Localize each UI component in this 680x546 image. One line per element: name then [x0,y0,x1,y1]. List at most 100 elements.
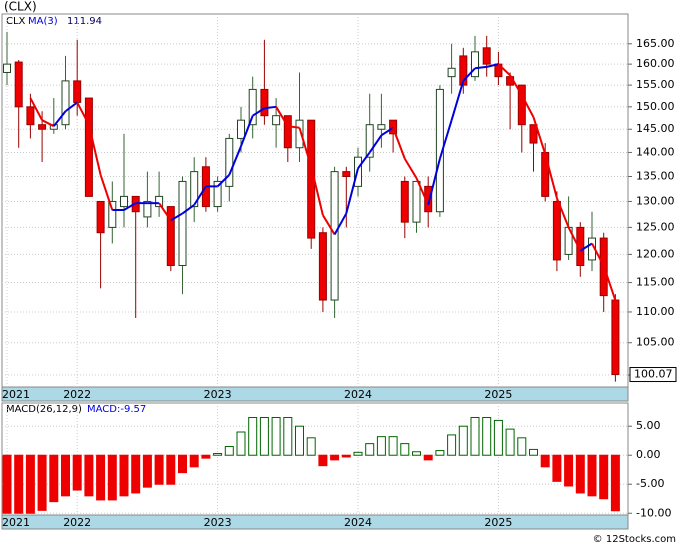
ma-line [520,94,535,118]
candle-body [108,200,117,228]
macd-bar [353,451,363,456]
macd-bar [470,417,480,456]
macd-last: MACD:-9.57 [87,404,146,415]
year-band [1,514,629,530]
ma-line [438,119,453,160]
macd-bar [49,454,59,503]
x-tick-label: 2024 [344,388,372,401]
ma-line [87,124,102,176]
macd-bar [72,454,82,491]
ma-line [99,174,114,211]
legend-ma: MA(3) [28,16,58,27]
macd-bar [376,436,386,456]
candle-body [120,195,128,208]
candle-body [190,171,199,208]
ma-line [170,212,184,222]
candle-body [213,180,222,208]
macd-bar [388,436,398,456]
ma-line [181,204,195,215]
candle-body [272,115,281,126]
candle-body [73,80,82,103]
macd-bar [119,454,129,497]
y-tick-label: 0.00 [636,448,661,461]
macd-bar [458,425,468,456]
candle-body [611,299,620,376]
candle-body [459,55,468,86]
macd-bar [224,446,234,456]
ma-line [76,101,90,126]
ma-line [333,212,348,235]
y-tick-label: 125.00 [636,220,675,233]
ma-line [415,177,430,206]
ma-line [392,127,406,160]
macd-bar [400,443,410,456]
candle-body [529,124,538,144]
ma-line [252,107,265,117]
x-tick-label: 2021 [2,516,30,529]
ma-line [403,158,418,179]
candle-body [260,88,269,117]
y-tick-label: 130.00 [636,194,675,207]
y-tick-label: 5.00 [636,419,661,432]
macd-bar [493,419,503,456]
macd-bar [236,431,246,456]
legend-symbol: CLX [6,16,26,27]
y-tick-label: 110.00 [636,305,675,318]
y-tick-label: 160.00 [636,57,675,70]
macd-bar [178,454,187,474]
macd-bar [482,417,492,456]
candle-body [447,67,456,78]
y-tick-label: 155.00 [636,78,675,91]
macd-bar [131,454,141,494]
ma-line [322,214,336,235]
candle-body [26,106,35,126]
ma-line [380,126,394,137]
x-tick-label: 2022 [63,388,91,401]
price-box [629,367,677,383]
x-tick-label: 2025 [484,516,512,529]
candle-body [248,88,257,126]
ma-line [345,168,359,214]
macd-bar [412,451,421,456]
x-tick-label: 2021 [2,388,30,401]
year-band [1,386,629,402]
x-tick-label: 2024 [344,516,372,529]
macd-bar [423,454,433,461]
ma-line [509,74,523,96]
macd-bar [154,454,164,485]
macd-bar [107,454,117,501]
ma-line [228,145,242,176]
candle-body [225,137,234,187]
y-tick-label: 115.00 [636,276,675,289]
x-tick-label: 2023 [204,516,232,529]
macd-bar [84,454,94,497]
candle-body [96,200,105,234]
macd-bar [447,434,457,456]
ma-line [41,119,55,128]
ma-line [275,106,289,127]
candle-body [541,151,550,197]
macd-bar [213,452,223,456]
macd-bar [517,437,527,456]
candle-body [237,119,245,139]
candle-body [482,47,491,65]
macd-bar [2,454,12,514]
macd-bar [201,454,211,459]
macd-bar [365,443,375,456]
macd-bar [587,454,597,497]
macd-bar [610,454,620,512]
candle-body [377,124,386,130]
candle-body [365,124,374,158]
y-tick-label: 135.00 [636,170,675,183]
ma-line [123,202,137,211]
candle-body [84,97,93,197]
candle-body [283,115,292,149]
ma-line [216,174,231,188]
macd-bar [505,428,515,456]
macd-bar [166,454,176,485]
macd-bar [37,454,47,511]
y-tick-label: 120.00 [636,247,675,260]
macd-bar [330,454,340,461]
ma-line [462,67,476,82]
candle-body [318,232,327,301]
